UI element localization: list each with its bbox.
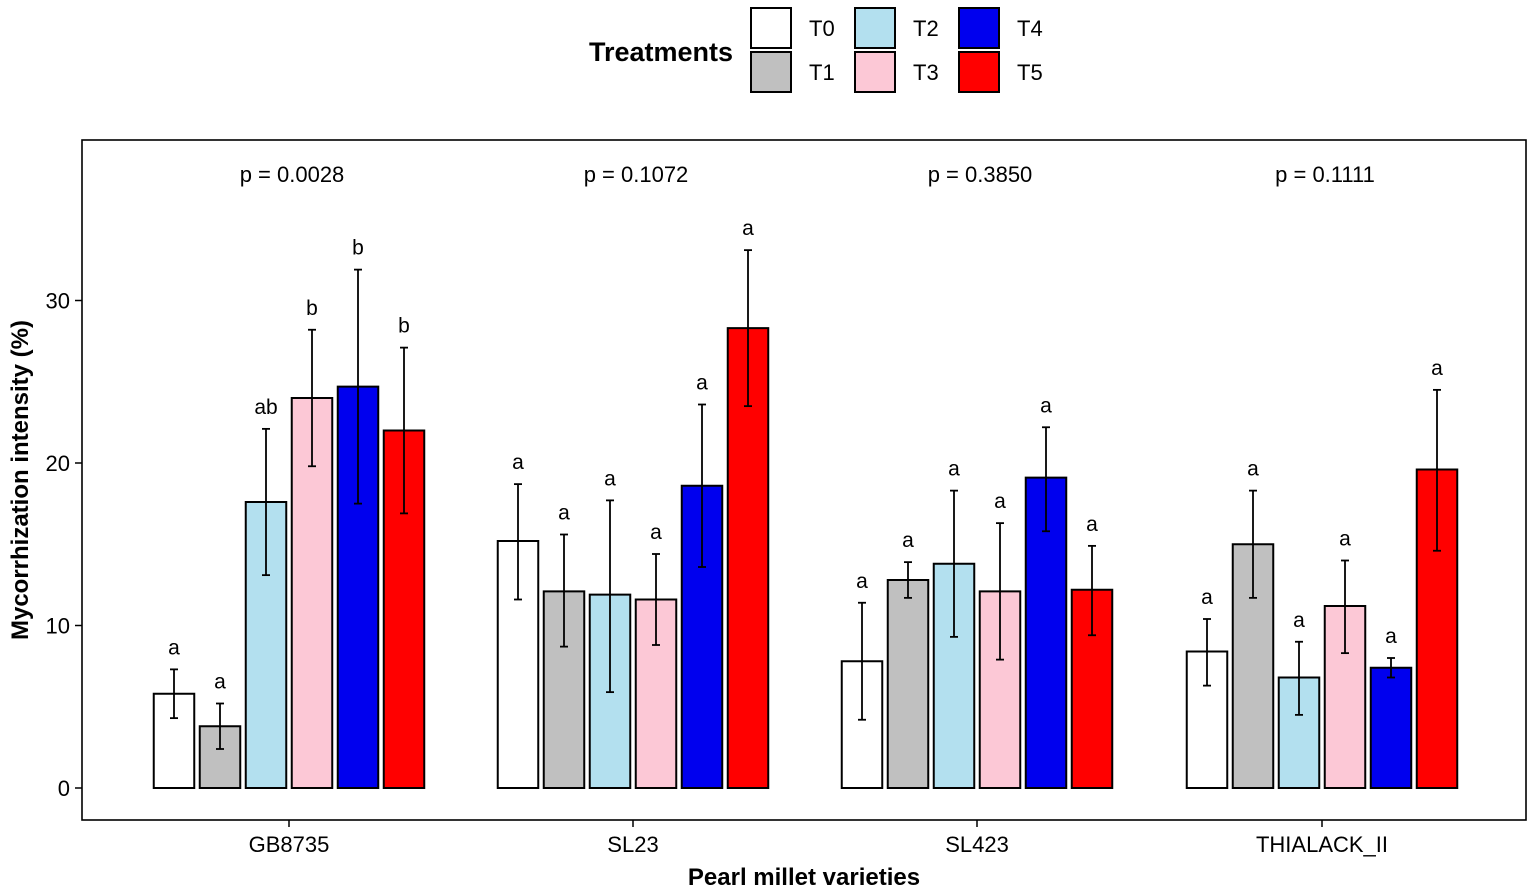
significance-letter: a bbox=[512, 451, 524, 474]
significance-letter: a bbox=[948, 458, 960, 481]
y-tick-label: 0 bbox=[58, 776, 70, 801]
x-axis-label: Pearl millet varieties bbox=[688, 864, 920, 891]
legend-swatch bbox=[750, 7, 792, 49]
significance-letter: a bbox=[168, 636, 180, 659]
legend-label: T4 bbox=[1017, 16, 1043, 41]
p-value-label: p = 0.3850 bbox=[928, 162, 1033, 187]
legend-title: Treatments bbox=[589, 37, 733, 67]
bar bbox=[886, 579, 930, 789]
plot-panel-border bbox=[81, 139, 1527, 821]
p-value-label: p = 0.1072 bbox=[584, 162, 689, 187]
y-tick-label: 20 bbox=[46, 451, 70, 476]
significance-letter: a bbox=[1339, 528, 1351, 551]
bar bbox=[1231, 543, 1275, 789]
significance-letter: a bbox=[604, 467, 616, 490]
significance-letter: ab bbox=[254, 396, 277, 419]
significance-letter: a bbox=[650, 521, 662, 544]
significance-letter: a bbox=[856, 570, 868, 593]
legend-swatch bbox=[958, 51, 1000, 93]
bar-layer: p = 0.0028 a a ab b b b p = 0.1072 a a a a a a p = 0.3… bbox=[152, 162, 1459, 789]
significance-letter: a bbox=[1201, 586, 1213, 609]
significance-letter: a bbox=[1040, 394, 1052, 417]
legend-swatch bbox=[750, 51, 792, 93]
legend-label: T5 bbox=[1017, 60, 1043, 85]
x-tick-label: THIALACK_II bbox=[1256, 832, 1388, 857]
significance-letter: a bbox=[1431, 357, 1443, 380]
legend: Treatments T0 T1 T2 T3 T4 T5 bbox=[589, 7, 1043, 93]
significance-letter: a bbox=[1293, 609, 1305, 632]
bar bbox=[152, 692, 196, 789]
significance-letter: a bbox=[994, 490, 1006, 513]
significance-letter: a bbox=[696, 372, 708, 395]
x-tick-label: SL423 bbox=[945, 832, 1009, 857]
y-axis: 0 10 20 30 bbox=[46, 289, 82, 801]
p-value-label: p = 0.0028 bbox=[240, 162, 345, 187]
significance-letter: a bbox=[1086, 513, 1098, 536]
y-axis-label: Mycorrhization intensity (%) bbox=[7, 320, 34, 640]
x-axis: GB8735 SL23 SL423 THIALACK_II bbox=[249, 820, 1388, 857]
legend-label: T3 bbox=[913, 60, 939, 85]
x-tick-label: GB8735 bbox=[249, 832, 330, 857]
significance-letter: a bbox=[1247, 458, 1259, 481]
legend-label: T0 bbox=[809, 16, 835, 41]
y-tick-label: 10 bbox=[46, 614, 70, 639]
significance-letter: a bbox=[214, 671, 226, 694]
x-tick-label: SL23 bbox=[607, 832, 658, 857]
significance-letter: a bbox=[1385, 625, 1397, 648]
significance-letter: b bbox=[352, 237, 364, 260]
significance-letter: a bbox=[558, 502, 570, 525]
p-value-label: p = 0.1111 bbox=[1275, 162, 1375, 187]
legend-label: T2 bbox=[913, 16, 939, 41]
significance-letter: b bbox=[398, 315, 410, 338]
significance-letter: b bbox=[306, 297, 318, 320]
bar bbox=[1369, 666, 1413, 789]
y-tick-label: 30 bbox=[46, 289, 70, 314]
significance-letter: a bbox=[902, 529, 914, 552]
legend-swatch bbox=[958, 7, 1000, 49]
legend-label: T1 bbox=[809, 60, 835, 85]
legend-swatch bbox=[854, 51, 896, 93]
significance-letter: a bbox=[742, 217, 754, 240]
legend-swatch bbox=[854, 7, 896, 49]
